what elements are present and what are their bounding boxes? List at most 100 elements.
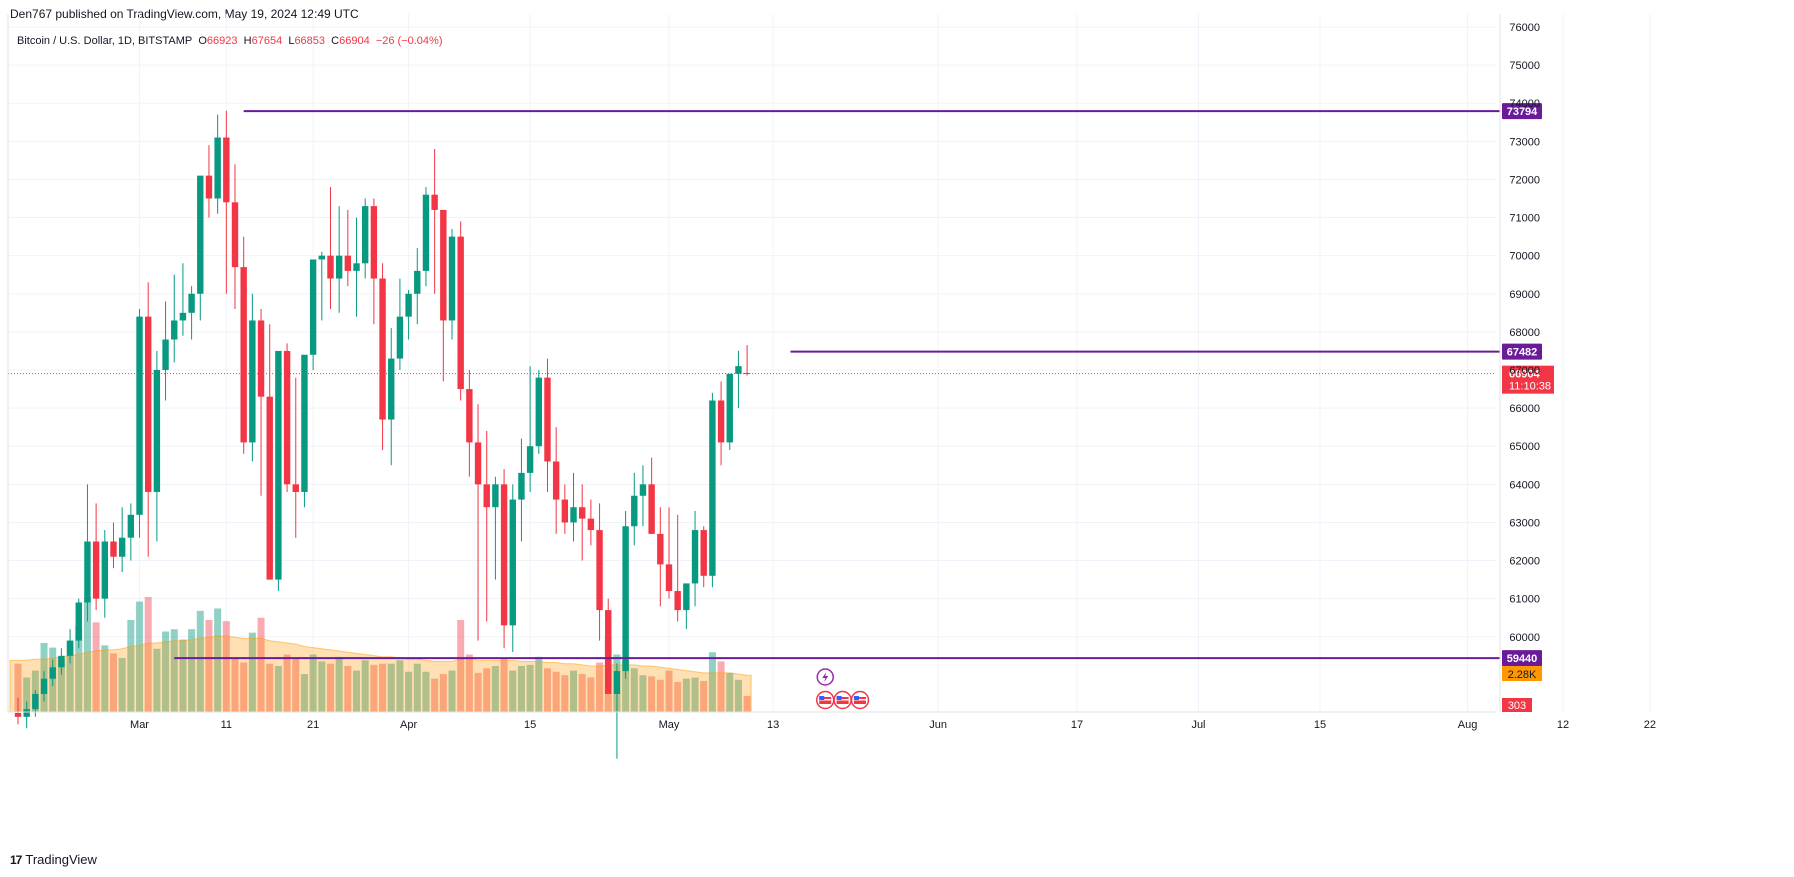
candle[interactable] — [500, 484, 508, 626]
candle[interactable] — [327, 255, 334, 279]
candle[interactable] — [448, 236, 456, 321]
candle[interactable] — [188, 293, 195, 313]
candle[interactable] — [84, 541, 91, 603]
candle[interactable] — [49, 667, 56, 679]
last-price-badge[interactable] — [1502, 365, 1554, 394]
volume-bar — [543, 668, 551, 712]
candle[interactable] — [683, 583, 690, 611]
candle[interactable] — [92, 541, 100, 599]
candle[interactable] — [335, 255, 343, 279]
candle[interactable] — [75, 602, 82, 641]
candle[interactable] — [613, 671, 621, 694]
candle[interactable] — [717, 400, 725, 443]
candle[interactable] — [58, 655, 65, 668]
candle[interactable] — [223, 137, 230, 203]
candle[interactable] — [292, 484, 299, 492]
candle[interactable] — [657, 533, 664, 565]
level-badge[interactable] — [1502, 650, 1542, 667]
candle[interactable] — [631, 495, 638, 527]
candle[interactable] — [596, 530, 603, 611]
candle[interactable] — [587, 518, 595, 531]
candle[interactable] — [422, 194, 430, 271]
candle[interactable] — [118, 537, 126, 557]
candle[interactable] — [639, 484, 647, 496]
candle[interactable] — [197, 175, 204, 294]
candle[interactable] — [474, 442, 482, 485]
candle[interactable] — [396, 316, 404, 359]
candle[interactable] — [457, 236, 464, 390]
candle[interactable] — [266, 396, 273, 580]
candle[interactable] — [309, 259, 317, 355]
candle[interactable] — [665, 564, 673, 592]
candle[interactable] — [162, 339, 169, 370]
candle[interactable] — [32, 693, 39, 710]
candle[interactable] — [379, 278, 386, 420]
candle[interactable] — [526, 446, 534, 473]
candle[interactable] — [735, 366, 742, 374]
candle[interactable] — [344, 255, 352, 271]
level-badge[interactable] — [1502, 343, 1542, 360]
candle[interactable] — [570, 507, 577, 523]
candle[interactable] — [483, 484, 490, 508]
candle[interactable] — [743, 372, 751, 374]
candle[interactable] — [205, 175, 213, 199]
candle[interactable] — [709, 400, 716, 576]
candle[interactable] — [561, 499, 569, 523]
candle[interactable] — [648, 484, 655, 534]
candle[interactable] — [231, 202, 239, 268]
candle[interactable] — [544, 377, 551, 462]
candle[interactable] — [257, 320, 265, 397]
candle[interactable] — [492, 484, 499, 508]
candle[interactable] — [691, 530, 699, 584]
candle[interactable] — [370, 206, 378, 279]
candle[interactable] — [318, 255, 325, 260]
candle[interactable] — [405, 293, 412, 317]
candle[interactable] — [214, 137, 221, 199]
candle[interactable] — [414, 270, 421, 294]
volume-bar — [379, 663, 387, 712]
candle[interactable] — [283, 350, 291, 485]
candles-layer[interactable] — [14, 110, 751, 759]
candle[interactable] — [14, 713, 22, 717]
candle[interactable] — [101, 541, 108, 599]
candle[interactable] — [431, 194, 438, 210]
candle[interactable] — [249, 320, 256, 443]
candle[interactable] — [179, 312, 187, 321]
candle[interactable] — [353, 263, 360, 271]
candle[interactable] — [535, 377, 542, 447]
candle[interactable] — [127, 514, 135, 538]
candle[interactable] — [301, 354, 308, 492]
candle[interactable] — [66, 640, 74, 656]
candle[interactable] — [153, 370, 161, 492]
candle[interactable] — [552, 461, 560, 500]
candle[interactable] — [579, 507, 586, 519]
candle[interactable] — [23, 709, 30, 717]
candle[interactable] — [275, 350, 282, 580]
candle[interactable] — [700, 530, 707, 576]
candle[interactable] — [622, 526, 629, 672]
candle[interactable] — [145, 316, 152, 492]
candle[interactable] — [40, 678, 48, 694]
candle[interactable] — [726, 373, 733, 443]
x-tick-label: Jun — [929, 719, 947, 731]
candle[interactable] — [674, 591, 681, 611]
volume-bar — [535, 656, 543, 712]
candle[interactable] — [466, 389, 473, 443]
candle[interactable] — [362, 206, 369, 264]
candle[interactable] — [605, 610, 612, 694]
event-markers-layer[interactable] — [815, 668, 870, 710]
level-badge[interactable] — [1502, 103, 1542, 120]
candle[interactable] — [440, 209, 447, 321]
level-label: 73794 — [1507, 106, 1538, 118]
candle[interactable] — [388, 358, 395, 420]
candle[interactable] — [110, 541, 117, 557]
candle[interactable] — [518, 472, 525, 500]
candle[interactable] — [509, 499, 516, 626]
candle[interactable] — [171, 320, 178, 340]
candle[interactable] — [136, 316, 143, 515]
candle[interactable] — [240, 267, 247, 443]
volume-bar — [465, 654, 473, 712]
footer-brand[interactable]: 17 TradingView — [10, 852, 97, 867]
